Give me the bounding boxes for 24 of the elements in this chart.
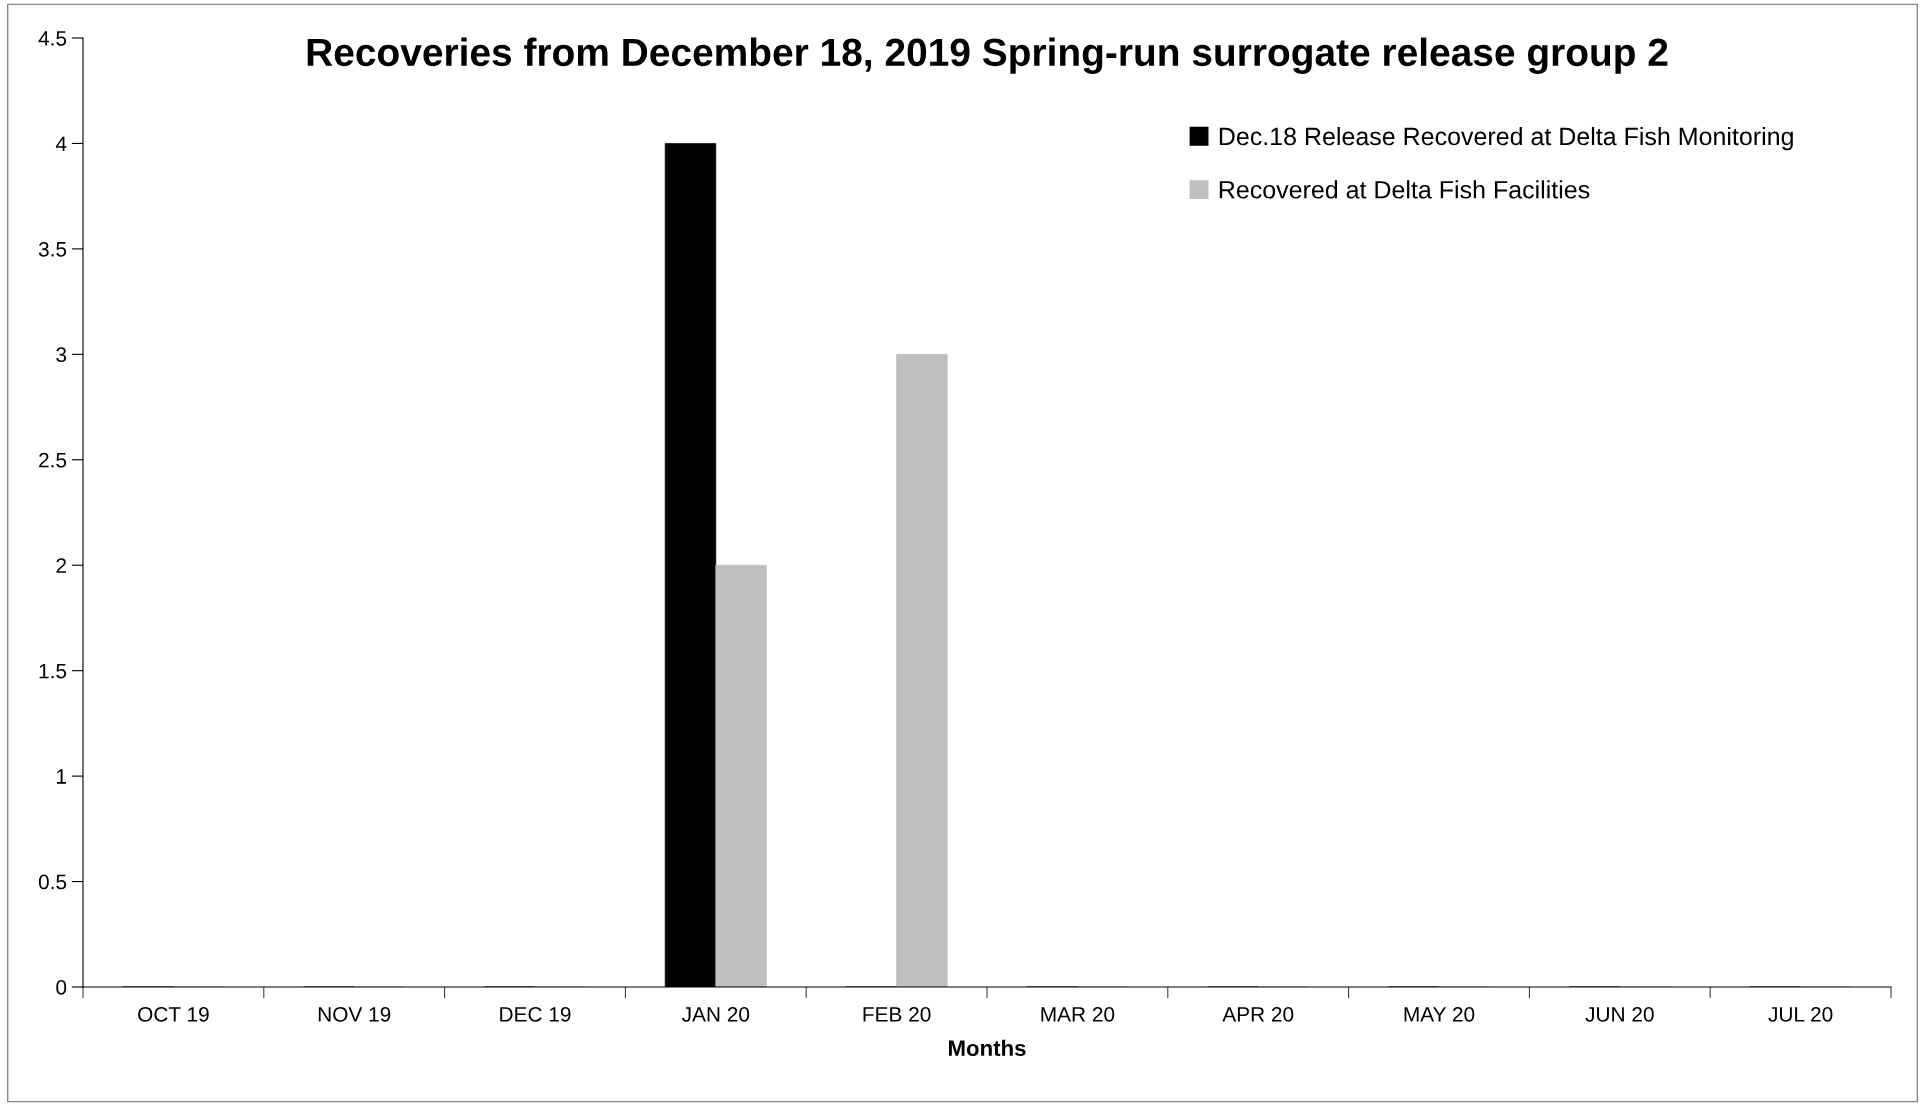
y-tick-label: 1.5 xyxy=(39,663,67,679)
y-tick-label: 3 xyxy=(56,347,67,363)
chart-title: Recoveries from December 18, 2019 Spring-run surrogate release group 2 xyxy=(307,37,1668,75)
y-tick-label: 3.5 xyxy=(38,241,67,257)
x-tick-label: JUN 20 xyxy=(1585,1006,1654,1022)
legend-label: Recovered at Delta Fish Facilities xyxy=(1219,180,1590,199)
y-tick-label: 4 xyxy=(55,136,67,151)
y-tick-label: 0 xyxy=(56,980,67,995)
x-tick-label: FEB 20 xyxy=(863,1006,931,1022)
x-tick-label: JAN 20 xyxy=(681,1006,750,1022)
x-tick-label: NOV 19 xyxy=(318,1006,391,1022)
x-tick-label: DEC 19 xyxy=(500,1006,571,1022)
y-tick-label: 1 xyxy=(57,769,67,784)
y-tick-label: 2.5 xyxy=(39,452,67,468)
x-tick-label: OCT 19 xyxy=(138,1006,209,1022)
y-tick-label: 2 xyxy=(56,558,66,573)
x-tick-label: APR 20 xyxy=(1222,1006,1294,1022)
x-axis-title: Months xyxy=(948,1039,1026,1057)
x-tick-label: MAR 20 xyxy=(1041,1006,1115,1022)
x-tick-label: JUL 20 xyxy=(1768,1006,1833,1022)
y-tick-label: 0.5 xyxy=(38,874,67,890)
y-tick-label: 4.5 xyxy=(38,31,67,46)
legend-label: Dec.18 Release Recovered at Delta Fish Monitoring xyxy=(1219,126,1793,151)
x-tick-label: MAY 20 xyxy=(1404,1006,1475,1022)
